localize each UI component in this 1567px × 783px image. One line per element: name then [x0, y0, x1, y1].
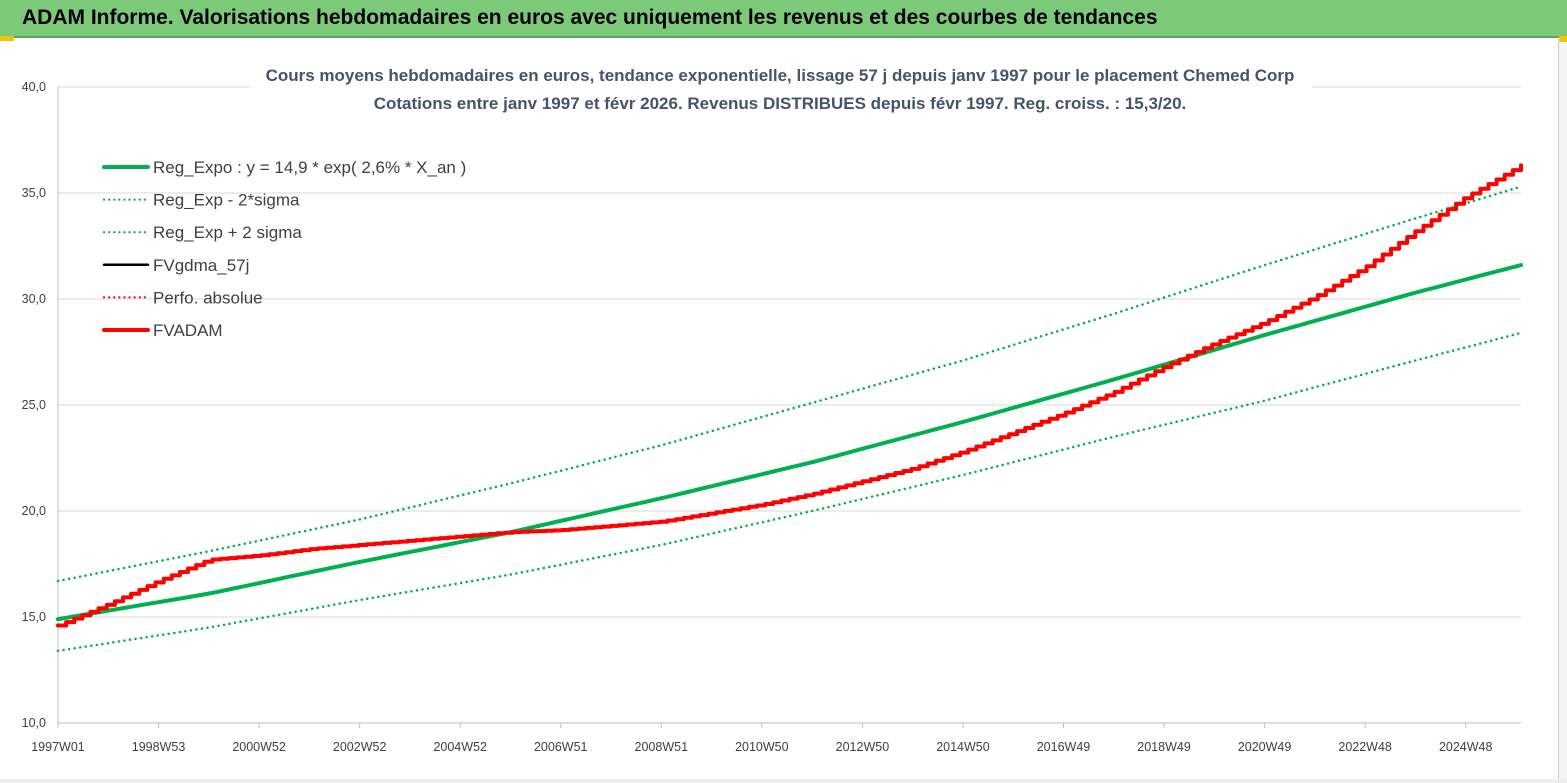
report-banner: ADAM Informe. Valorisations hebdomadaire… [0, 0, 1567, 38]
legend-label: FVADAM [153, 321, 223, 340]
x-tick-label: 1997W01 [31, 740, 85, 754]
window-bottom-strip [0, 779, 1567, 783]
y-tick-label: 40,0 [22, 80, 46, 94]
legend-label: Reg_Exp + 2 sigma [153, 223, 302, 242]
series-line-5 [56, 163, 1523, 628]
gridlines [58, 86, 1521, 724]
x-tick-label: 2012W50 [836, 740, 890, 754]
legend-label: FVgdma_57j [153, 256, 249, 275]
series-line-2 [56, 185, 1523, 583]
report-title: ADAM Informe. Valorisations hebdomadaire… [22, 6, 1158, 29]
series-line-1 [56, 331, 1523, 653]
x-tick-label: 1998W53 [132, 740, 186, 754]
x-tick-label: 2016W49 [1037, 740, 1091, 754]
y-tick-label: 20,0 [22, 504, 46, 518]
x-tick-label: 2002W52 [333, 740, 387, 754]
y-tick-label: 10,0 [22, 716, 46, 730]
legend: Reg_Expo : y = 14,9 * exp( 2,6% * X_an )… [102, 158, 466, 340]
chart-title: Cours moyens hebdomadaires en euros, ten… [266, 66, 1295, 85]
x-tick-label: 2010W50 [735, 740, 789, 754]
y-tick-label: 30,0 [22, 292, 46, 306]
x-tick-label: 2022W48 [1338, 740, 1392, 754]
banner-accent-left [0, 36, 14, 41]
banner-accent-right [1559, 36, 1567, 42]
x-tick-label: 2014W50 [936, 740, 990, 754]
legend-label: Reg_Expo : y = 14,9 * exp( 2,6% * X_an ) [153, 158, 466, 177]
legend-label: Reg_Exp - 2*sigma [153, 191, 300, 210]
legend-label: Perfo. absolue [153, 288, 263, 307]
x-tick-label: 2006W51 [534, 740, 588, 754]
y-tick-label: 35,0 [22, 186, 46, 200]
x-tick-label: 2004W52 [433, 740, 487, 754]
series-line-0 [56, 263, 1523, 622]
x-tick-label: 2024W48 [1439, 740, 1493, 754]
y-tick-label: 25,0 [22, 398, 46, 412]
y-tick-label: 15,0 [22, 610, 46, 624]
axes: 10,0 15,0 20,0 25,0 30,0 35,0 40,0 1997W01 1998W… [22, 80, 1493, 754]
x-tick-label: 2018W49 [1137, 740, 1191, 754]
x-tick-label: 2020W49 [1238, 740, 1292, 754]
x-tick-label: 2008W51 [635, 740, 689, 754]
series-lines [56, 163, 1523, 653]
window-edge [1558, 42, 1567, 783]
chart-subtitle: Cotations entre janv 1997 et févr 2026. … [374, 94, 1187, 113]
x-tick-label: 2000W52 [232, 740, 286, 754]
title-background [250, 60, 1312, 118]
